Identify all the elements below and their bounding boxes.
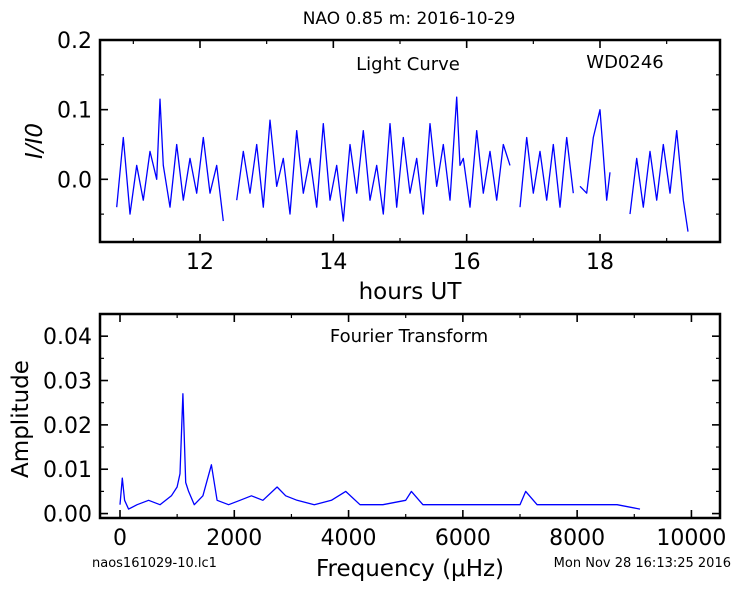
y-tick-label: 0.00 [43,503,92,528]
y-tick-label: 0.2 [57,29,92,54]
light-curve-series [116,96,689,232]
series-0-segment-0 [119,393,641,510]
fourier-series [119,393,641,510]
series-0-segment-2 [519,136,574,208]
series-0-segment-3 [579,109,611,201]
x-tick-label: 8000 [549,526,605,551]
object-name: WD0246 [586,52,663,73]
x-tick-label: 14 [319,250,347,275]
x-tick-label: 18 [586,250,614,275]
x-tick-label: 0 [113,526,127,551]
y-tick-label: 0.04 [43,325,92,350]
y-tick-label: 0.1 [57,99,92,124]
y-tick-label: 0.0 [57,168,92,193]
x-tick-label: 2000 [206,526,262,551]
light-curve-xlabel: hours UT [359,279,463,305]
fourier-xlabel: Frequency (μHz) [316,556,504,582]
chart-title: NAO 0.85 m: 2016-10-29 [303,9,516,29]
y-tick-label: 0.02 [43,414,92,439]
x-tick-label: 12 [186,250,214,275]
light-curve-ticks: 12 14 16 18 0.0 0.1 0.2 [57,29,720,275]
series-0-segment-4 [629,129,689,232]
x-tick-label: 6000 [435,526,491,551]
light-curve-panel: 12 14 16 18 0.0 0.1 0.2 Light Curve WD0246 hou… [22,29,722,305]
x-tick-label: 16 [453,250,481,275]
filename-label: naos161029-10.lc1 [92,556,217,571]
y-tick-label: 0.03 [43,370,92,395]
light-curve-frame [98,38,722,244]
light-curve-annotation: Light Curve [356,54,460,75]
fourier-ylabel: Amplitude [8,360,34,478]
timestamp-label: Mon Nov 28 16:13:25 2016 [554,556,731,571]
fourier-panel: 0 2000 4000 6000 8000 10000 0.00 0.01 0.02 0.03 0.… [8,312,726,582]
fourier-frame [98,312,722,520]
fourier-ticks: 0 2000 4000 6000 8000 10000 0.00 0.01 0.02 0.03 0.… [43,313,726,551]
x-tick-label: 4000 [321,526,377,551]
light-curve-ylabel: I/I0 [22,123,48,159]
x-tick-label: 10000 [656,526,726,551]
series-0-segment-1 [236,96,511,222]
fourier-annotation: Fourier Transform [330,326,488,347]
series-0-segment-0 [116,98,224,222]
y-tick-label: 0.01 [43,458,92,483]
